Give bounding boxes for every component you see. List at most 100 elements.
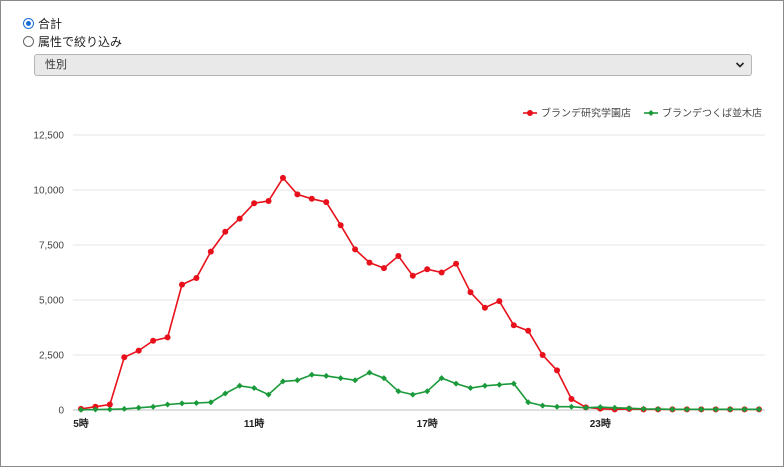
data-point (611, 404, 618, 411)
line-chart: 0 2,500 5,000 7,500 10,000 12,500 5時 11時 17時 23時… (33, 107, 765, 430)
legend: ブランデ研究学園店 ブランデつくば並木店 (523, 107, 762, 120)
data-point (164, 334, 171, 341)
data-point (279, 378, 286, 385)
data-point (496, 298, 503, 305)
legend-label: ブランデ研究学園店 (541, 107, 631, 120)
data-point (683, 406, 690, 413)
y-tick-label: 12,500 (33, 131, 64, 142)
x-tick-label: 23時 (590, 417, 611, 430)
data-point (554, 367, 561, 374)
data-point (597, 404, 604, 411)
data-point (438, 375, 445, 382)
data-point (135, 347, 142, 354)
data-point (178, 281, 185, 288)
data-point (294, 191, 301, 198)
data-point (582, 404, 589, 411)
legend-marker (648, 110, 654, 116)
attribute-select[interactable]: 性別 (34, 54, 752, 76)
data-point (308, 195, 315, 202)
data-point (626, 405, 633, 412)
legend-label: ブランデつくば並木店 (662, 107, 762, 120)
data-point (424, 266, 431, 273)
data-point (92, 406, 99, 413)
data-point (337, 375, 344, 382)
data-point (352, 246, 359, 253)
data-point (251, 200, 258, 207)
data-point (323, 372, 330, 379)
data-point (380, 375, 387, 382)
data-point (150, 337, 157, 344)
x-tick-label: 11時 (244, 417, 265, 430)
data-point (756, 406, 762, 413)
data-point (193, 275, 200, 281)
data-point (323, 199, 330, 206)
data-point (539, 402, 546, 409)
data-point (568, 396, 575, 402)
data-point (251, 385, 258, 391)
data-point (481, 304, 488, 311)
data-point (453, 380, 460, 387)
radio-attribute-option[interactable]: 属性で絞り込み (23, 33, 122, 50)
data-point (265, 198, 272, 204)
data-point (207, 248, 214, 255)
data-point (395, 388, 402, 395)
data-point (207, 399, 214, 406)
data-point (150, 403, 157, 410)
data-point (467, 385, 474, 391)
chevron-down-icon (735, 55, 745, 82)
x-axis-ticks: 5時 11時 17時 23時 (73, 417, 611, 430)
y-tick-label: 0 (58, 406, 64, 417)
radio-total-option[interactable]: 合計 (23, 15, 62, 32)
data-point (712, 406, 719, 413)
data-point (308, 371, 315, 378)
data-point (453, 260, 460, 267)
data-point (525, 399, 532, 406)
data-point (106, 406, 113, 413)
data-point (741, 406, 748, 413)
y-axis-ticks: 0 2,500 5,000 7,500 10,000 12,500 (33, 131, 64, 417)
series-line (80, 176, 759, 411)
data-point (121, 354, 128, 361)
data-point (467, 289, 474, 296)
data-point (395, 253, 402, 259)
y-tick-label: 10,000 (33, 186, 64, 197)
data-point (669, 406, 676, 413)
data-point (236, 215, 243, 222)
data-point (727, 406, 734, 413)
data-point (78, 406, 84, 413)
data-point (409, 272, 416, 279)
series-layer (78, 174, 762, 413)
data-point (568, 403, 575, 410)
data-point (135, 404, 142, 411)
data-point (438, 269, 445, 276)
data-point (409, 391, 416, 398)
x-tick-label: 17時 (417, 417, 438, 430)
data-point (366, 369, 373, 376)
radio-total[interactable] (23, 18, 34, 29)
legend-item: ブランデつくば並木店 (644, 107, 762, 120)
y-tick-label: 2,500 (39, 351, 64, 362)
radio-attribute[interactable] (23, 36, 34, 47)
data-point (294, 377, 301, 384)
data-point (337, 222, 344, 229)
data-point (424, 388, 431, 395)
data-point (222, 390, 229, 397)
data-point (121, 405, 128, 412)
data-point (279, 174, 286, 181)
data-point (164, 401, 171, 408)
y-tick-label: 5,000 (39, 296, 64, 307)
data-point (222, 228, 229, 235)
x-tick-label: 5時 (73, 417, 89, 430)
legend-item: ブランデ研究学園店 (523, 107, 631, 120)
data-point (352, 377, 359, 384)
data-point (481, 382, 488, 389)
legend-marker (527, 110, 533, 116)
y-tick-label: 7,500 (39, 241, 64, 252)
radio-attribute-label: 属性で絞り込み (38, 35, 123, 49)
data-point (655, 406, 662, 413)
data-point (496, 381, 503, 388)
data-point (539, 352, 546, 358)
data-point (178, 400, 185, 407)
data-point (193, 399, 200, 406)
